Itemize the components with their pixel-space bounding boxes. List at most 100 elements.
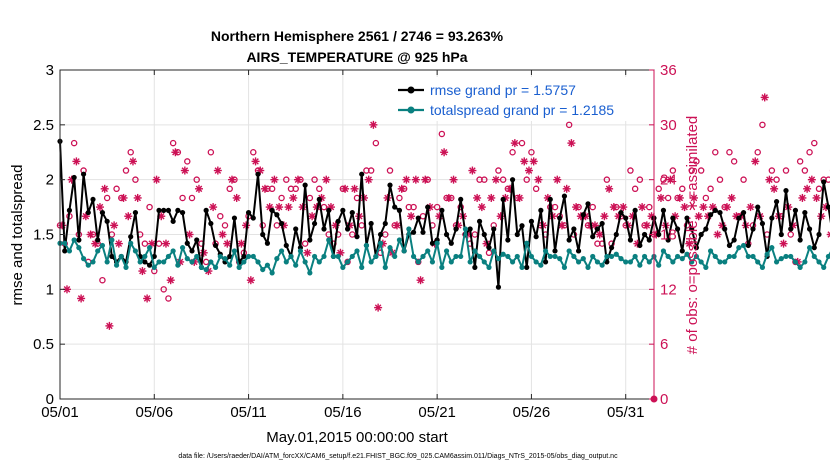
- obs-assimilated-marker: [246, 276, 255, 285]
- totalspread-point: [335, 253, 341, 260]
- obs-assimilated-marker: [746, 203, 755, 212]
- rmse-point: [326, 207, 332, 213]
- totalspread-point: [816, 259, 822, 265]
- totalspread-point: [368, 259, 374, 265]
- obs-assimilated-marker: [119, 193, 128, 202]
- totalspread-point: [415, 259, 421, 265]
- rmse-point: [410, 229, 417, 235]
- totalspread-point: [797, 264, 803, 270]
- obs-possible-marker: [188, 194, 196, 202]
- rmse-point: [425, 204, 431, 210]
- rmse-point: [255, 171, 261, 177]
- obs-possible-marker: [273, 222, 281, 229]
- totalspread-point: [90, 259, 96, 265]
- totalspread-point: [542, 248, 549, 254]
- rmse-point: [415, 215, 421, 221]
- obs-possible-marker: [631, 185, 639, 193]
- rmse-point: [632, 207, 638, 213]
- obs-possible-marker: [415, 258, 422, 266]
- obs-assimilated-marker: [529, 157, 538, 166]
- rmse-point: [62, 248, 68, 254]
- rmse-point: [613, 231, 619, 238]
- rmse-point: [557, 215, 563, 221]
- totalspread-point: [740, 242, 747, 249]
- rmse-point: [354, 234, 360, 240]
- rmse-point: [788, 226, 794, 232]
- totalspread-point: [293, 262, 299, 268]
- totalspread-point: [420, 253, 426, 260]
- totalspread-point: [401, 248, 407, 254]
- totalspread-point: [170, 248, 176, 254]
- rmse-point: [486, 245, 492, 251]
- obs-assimilated-marker: [619, 203, 628, 212]
- rmse-point: [538, 207, 544, 213]
- totalspread-point: [80, 256, 87, 262]
- totalspread-point: [632, 253, 638, 260]
- totalspread-point: [406, 226, 412, 232]
- obs-possible-marker: [499, 176, 507, 183]
- totalspread-point: [99, 242, 106, 249]
- obs-assimilated-marker: [147, 239, 156, 248]
- totalspread-point: [212, 264, 219, 270]
- rmse-point: [80, 171, 87, 177]
- totalspread-point: [165, 253, 172, 260]
- obs-assimilated-marker: [411, 175, 420, 184]
- obs-assimilated-marker: [444, 193, 453, 202]
- rmse-point: [528, 218, 535, 224]
- obs-assimilated-marker: [694, 212, 703, 221]
- obs-assimilated-marker: [524, 166, 533, 175]
- obs-possible-marker: [730, 158, 738, 165]
- rmse-point: [778, 231, 784, 238]
- totalspread-point: [566, 248, 572, 254]
- totalspread-point: [646, 259, 652, 265]
- rmse-point: [816, 231, 822, 238]
- totalspread-point: [778, 256, 784, 262]
- axis-layer: 05/01 05/06 05/11 05/16 05/21 05/26 05/31 0 0.5 1…: [33, 62, 677, 421]
- totalspread-point: [726, 253, 733, 260]
- rmse-point: [684, 215, 690, 221]
- obs-possible-marker: [740, 176, 747, 183]
- obs-assimilated-marker: [270, 175, 279, 184]
- obs-possible-marker: [301, 240, 309, 247]
- obs-assimilated-marker: [110, 221, 119, 230]
- rmse-point: [566, 237, 572, 243]
- totalspread-point: [580, 256, 586, 262]
- y-tick-label: 3: [46, 62, 54, 79]
- obs-assimilated-marker: [407, 212, 416, 221]
- totalspread-point: [764, 251, 770, 257]
- totalspread-point: [759, 264, 766, 270]
- obs-possible-marker: [146, 203, 153, 211]
- obs-possible-marker: [679, 185, 686, 193]
- totalspread-point: [377, 240, 384, 246]
- totalspread-point: [255, 259, 261, 265]
- rmse-point: [71, 174, 77, 181]
- obs-possible-marker: [169, 139, 177, 147]
- obs-assimilated-marker: [416, 276, 425, 285]
- rmse-point: [184, 240, 190, 246]
- rmse-point: [278, 220, 285, 227]
- rmse-point: [731, 237, 737, 243]
- obs-possible-marker: [528, 148, 535, 156]
- obs-possible-marker: [184, 158, 191, 165]
- obs-possible-marker: [165, 295, 172, 302]
- obs-possible-marker: [311, 176, 318, 183]
- obs-assimilated-marker: [364, 175, 373, 184]
- legend-spread-label: totalspread grand pr = 1.2185: [430, 102, 614, 118]
- obs-possible-marker: [627, 167, 634, 174]
- obs-assimilated-marker: [392, 221, 401, 230]
- obs-possible-marker: [646, 203, 653, 211]
- obs-possible-marker: [207, 148, 215, 156]
- rmse-point: [660, 207, 667, 213]
- obs-assimilated-marker: [421, 175, 430, 184]
- obs-possible-marker: [349, 231, 356, 238]
- rmse-point: [500, 196, 506, 203]
- obs-possible-marker: [726, 148, 733, 156]
- obs-assimilated-marker: [713, 230, 722, 239]
- x-tick-label: 05/06: [136, 404, 174, 421]
- obs-assimilated-marker: [213, 166, 222, 175]
- y2-tick-label: 24: [660, 172, 677, 189]
- obs-assimilated-marker: [114, 239, 123, 248]
- totalspread-point: [396, 237, 403, 243]
- y2-tick-label: 18: [660, 227, 677, 244]
- obs-assimilated-marker: [477, 203, 486, 212]
